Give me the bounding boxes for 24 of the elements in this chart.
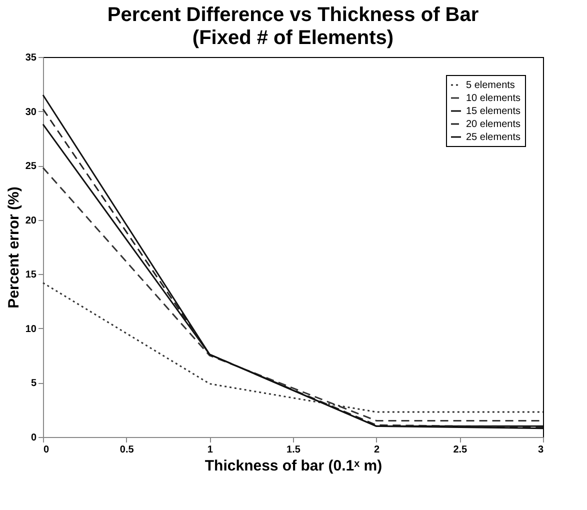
- y-tick-label: 5: [30, 378, 37, 390]
- chart-subtitle: (Fixed # of Elements): [192, 27, 394, 49]
- x-tick-label: 2: [374, 444, 380, 456]
- legend-label: 20 elements: [466, 119, 520, 130]
- x-tick-label: 1: [207, 444, 214, 456]
- legend-label: 10 elements: [466, 93, 520, 104]
- y-tick-label: 30: [25, 106, 37, 118]
- x-tick-label: 1.5: [286, 444, 301, 456]
- y-axis-title: Percent error (%): [5, 186, 22, 308]
- y-tick-label: 0: [30, 432, 37, 444]
- y-tick-label: 25: [25, 161, 37, 172]
- legend-label: 25 elements: [466, 132, 520, 143]
- y-tick-label: 15: [25, 270, 37, 281]
- legend-label: 15 elements: [466, 106, 520, 117]
- x-tick-label: 2.5: [453, 444, 468, 456]
- x-tick-label: 3: [538, 444, 544, 456]
- y-tick-label: 10: [25, 324, 37, 335]
- legend-label: 5 elements: [466, 80, 515, 91]
- y-tick-label: 20: [25, 215, 37, 226]
- chart-title: Percent Difference vs Thickness of Bar: [107, 4, 479, 26]
- x-tick-label: 0.5: [120, 444, 134, 456]
- x-axis-title: Thickness of bar (0.1ˣ m): [204, 458, 382, 474]
- y-tick-label: 35: [25, 52, 37, 64]
- x-tick-label: 0: [44, 444, 50, 456]
